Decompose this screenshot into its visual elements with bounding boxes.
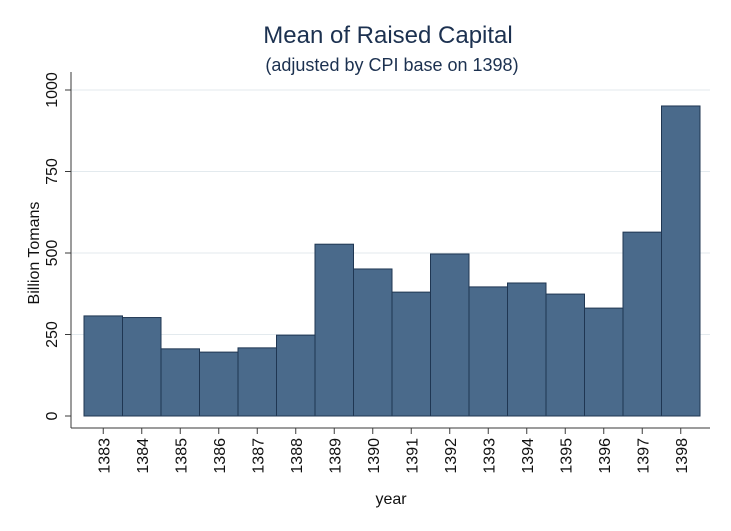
x-tick-label: 1397: [635, 438, 652, 474]
bar-1394: [507, 282, 547, 417]
x-tick-label: 1398: [674, 438, 691, 474]
x-axis-title: year: [375, 491, 407, 508]
y-axis-title: Billion Tomans: [26, 202, 43, 305]
y-tick-label: 0: [44, 411, 61, 420]
x-tick-label: 1388: [289, 438, 306, 474]
x-tick-label: 1390: [366, 438, 383, 474]
y-tick-label: 750: [44, 158, 61, 185]
bar-1389: [314, 243, 354, 417]
x-tick-label: 1392: [443, 438, 460, 474]
bar-1384: [122, 317, 162, 417]
x-tick-label: 1383: [96, 438, 113, 474]
x-tick-label: 1389: [327, 438, 344, 474]
x-tick-label: 1396: [597, 438, 614, 474]
x-tick-label: 1385: [173, 438, 190, 474]
bar-1398: [661, 105, 701, 417]
y-tick-label: 1000: [44, 72, 61, 108]
y-tick-label: 500: [44, 240, 61, 267]
axes: 0 250 500 750 1000 1383 1384 1385 1386 1387 1388 13…: [44, 72, 710, 474]
bar-1385: [160, 348, 200, 417]
bar-1388: [276, 334, 316, 417]
y-tick-label: 250: [44, 321, 61, 348]
x-tick-label: 1393: [481, 438, 498, 474]
bar-1395: [545, 293, 585, 417]
bars: [83, 105, 701, 417]
bar-1397: [622, 231, 662, 417]
bar-1391: [391, 291, 431, 417]
chart-title: Mean of Raised Capital: [263, 22, 512, 49]
bar-1390: [353, 268, 393, 417]
bar-1396: [584, 307, 624, 417]
x-tick-label: 1384: [135, 438, 152, 474]
bar-1393: [468, 286, 508, 417]
x-tick-label: 1394: [520, 438, 537, 474]
bar-1387: [237, 347, 277, 417]
x-tick-label: 1387: [250, 438, 267, 474]
bar-1392: [430, 253, 470, 417]
bar-1383: [83, 315, 123, 417]
x-tick-label: 1395: [558, 438, 575, 474]
bar-1386: [199, 351, 239, 417]
chart-subtitle: (adjusted by CPI base on 1398): [265, 55, 518, 75]
x-tick-label: 1386: [212, 438, 229, 474]
x-tick-label: 1391: [404, 438, 421, 474]
